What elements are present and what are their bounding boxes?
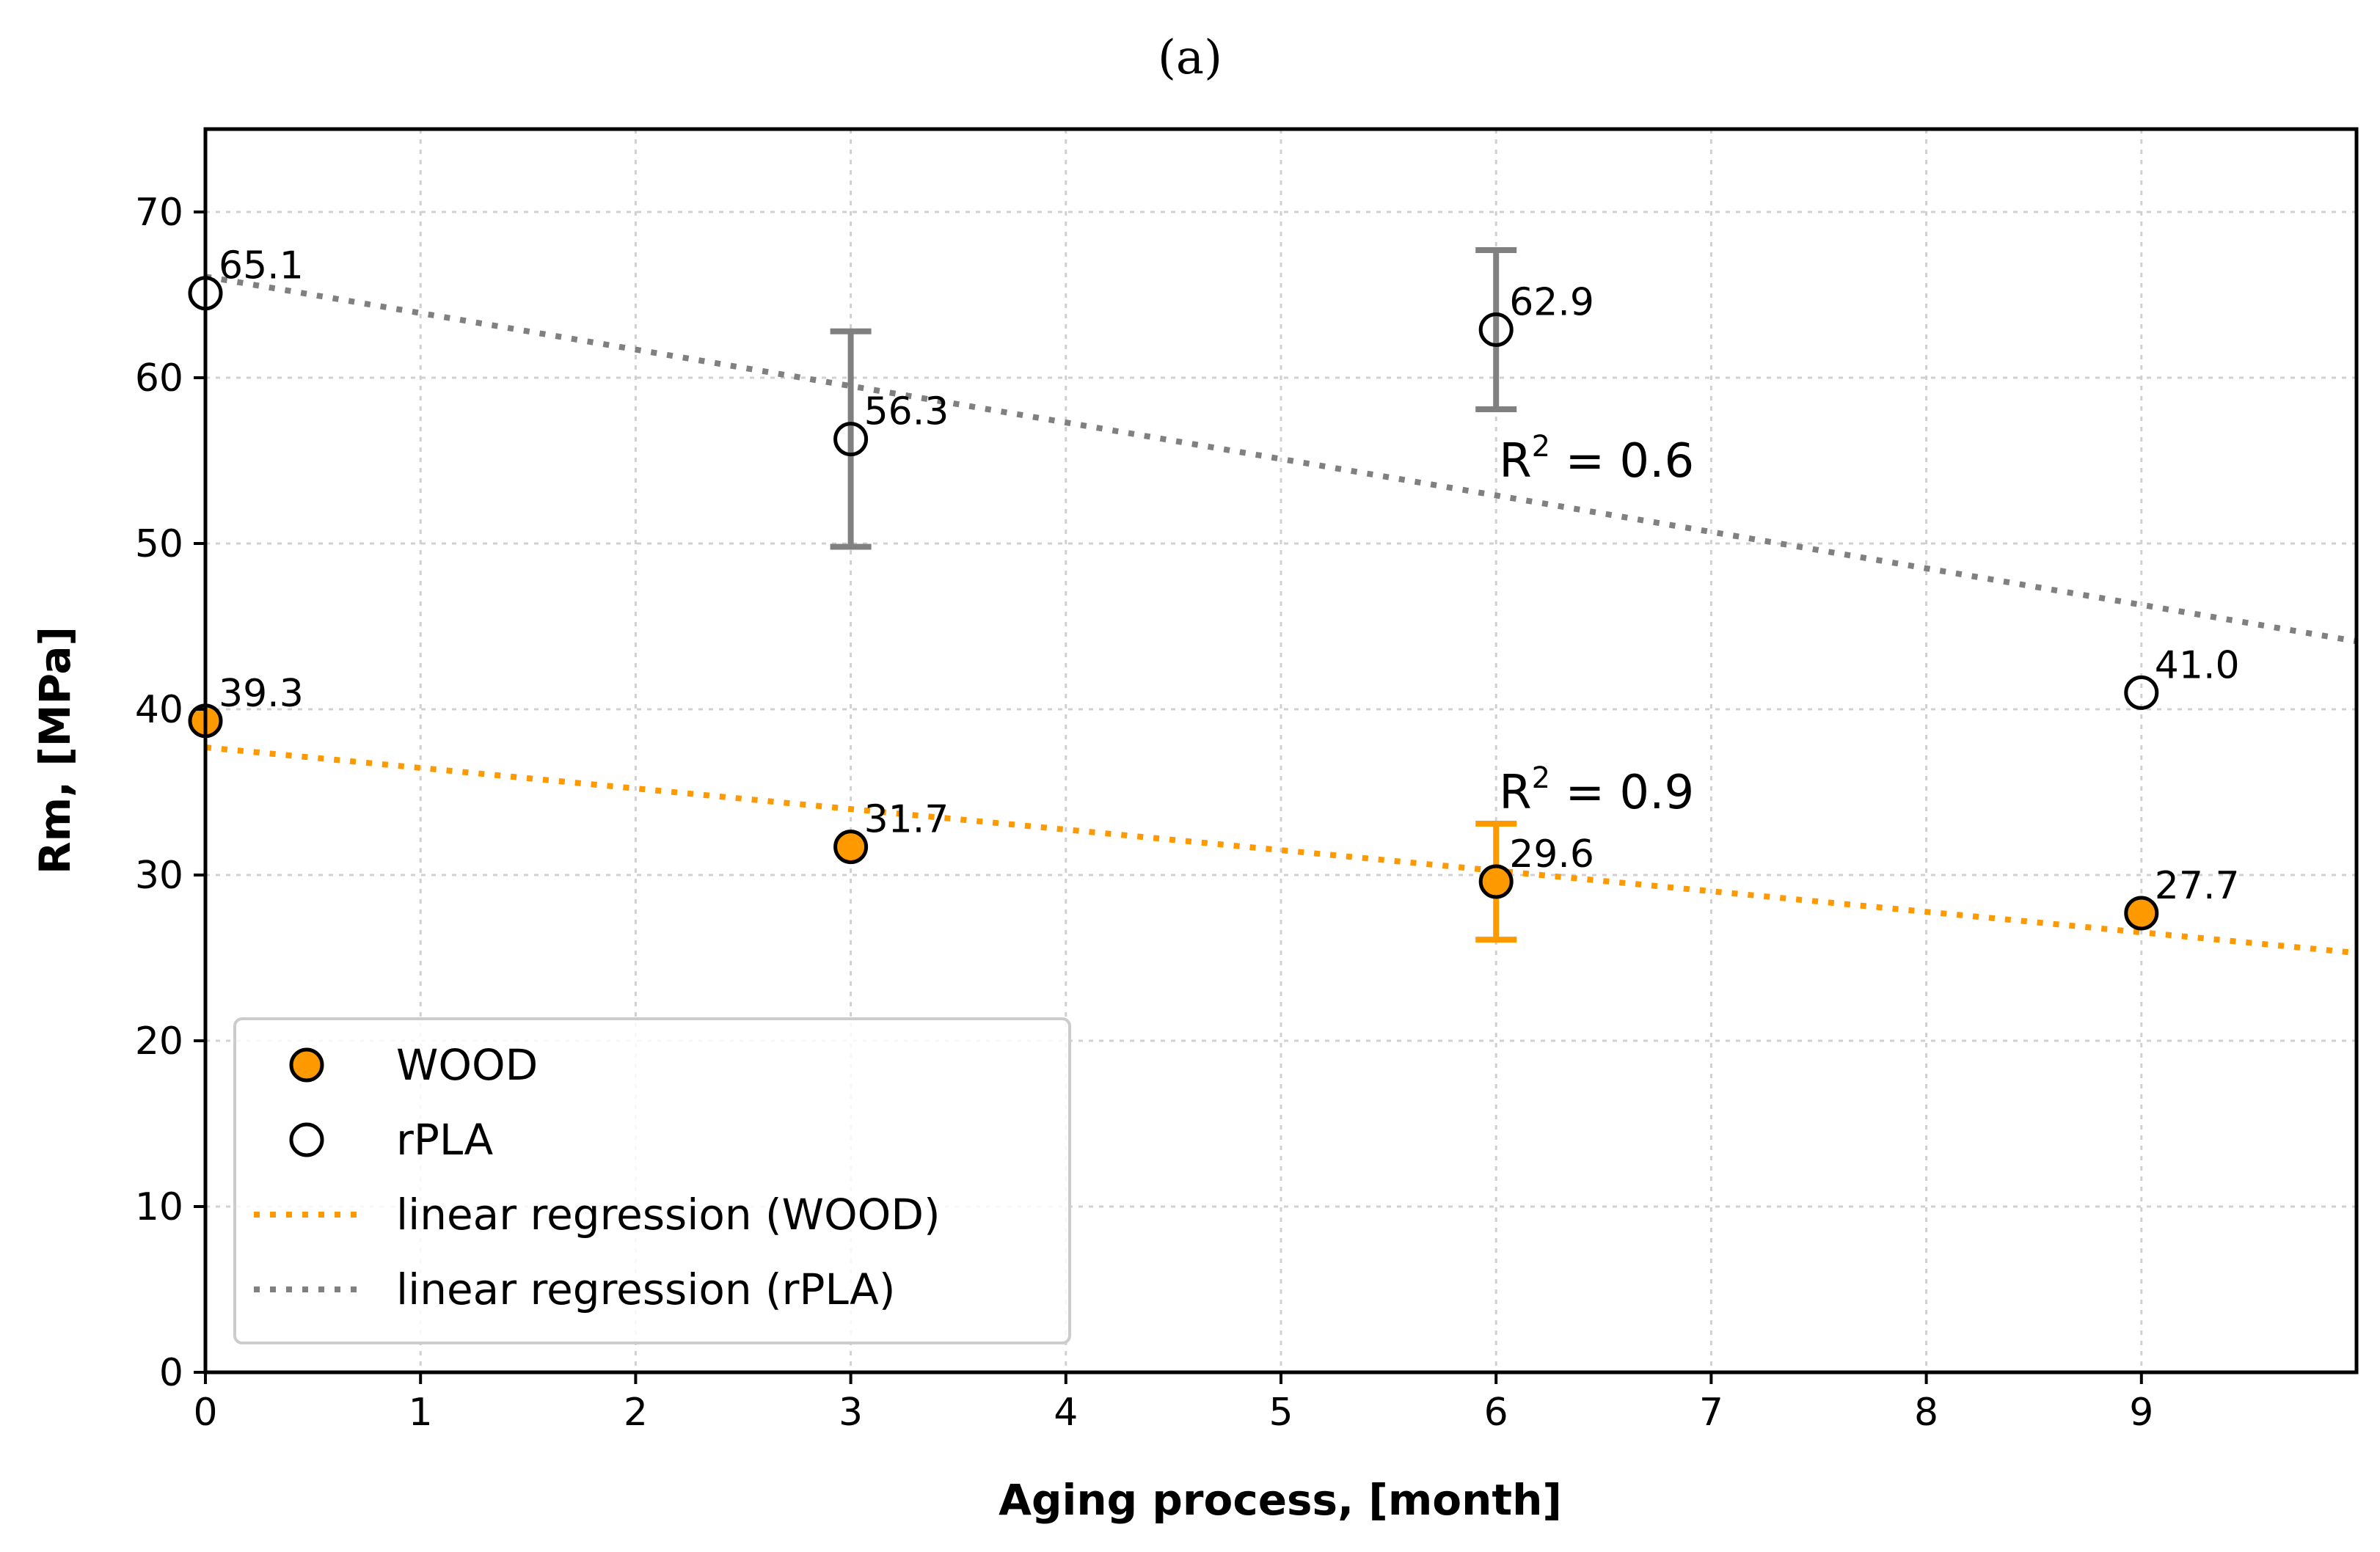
x-tick-label: 6 [1484,1391,1508,1435]
y-tick-label: 0 [159,1351,183,1395]
point-rpla [833,422,869,457]
y-axis-title: Rm, [MPa] [30,626,80,874]
panel-label: (a) [1158,31,1222,85]
x-axis-ticks: 0 1 2 3 4 5 6 7 8 9 [193,1372,2153,1435]
point-wood [1478,864,1514,899]
x-tick-label: 8 [1914,1391,1938,1435]
legend-label: linear regression (rPLA) [396,1264,895,1314]
data-label-rpla: 41.0 [2155,643,2240,687]
data-label-wood: 31.7 [864,798,949,842]
r2-label-wood: R2 = 0.9 [1499,761,1694,820]
y-tick-label: 40 [135,688,183,732]
x-tick-label: 4 [1054,1391,1078,1435]
y-tick-label: 20 [135,1020,183,1064]
point-wood [2124,896,2159,931]
point-wood [833,830,869,865]
x-tick-label: 7 [1699,1391,1723,1435]
data-label-rpla: 62.9 [1509,280,1594,324]
x-tick-label: 5 [1269,1391,1293,1435]
data-label-rpla: 56.3 [864,390,949,434]
legend-label: rPLA [396,1115,493,1165]
regression-line-wood [205,744,2357,956]
y-tick-label: 70 [135,191,183,235]
y-axis-ticks: 0 10 20 30 40 50 60 70 [135,191,205,1395]
data-label-rpla: 65.1 [219,244,304,288]
point-rpla [2124,675,2159,710]
regression-lines [205,274,2357,956]
legend-marker-rpla [289,1122,324,1157]
y-tick-label: 60 [135,356,183,400]
x-tick-label: 0 [193,1391,217,1435]
x-tick-label: 9 [2129,1391,2153,1435]
legend-label: WOOD [396,1040,538,1090]
data-label-wood: 27.7 [2155,864,2240,908]
point-rpla [1478,312,1514,347]
x-tick-label: 2 [624,1391,648,1435]
r2-label-rpla: R2 = 0.6 [1499,430,1694,488]
y-tick-label: 30 [135,854,183,898]
y-tick-label: 10 [135,1185,183,1229]
legend: WOOD rPLA linear regression (WOOD) linear r… [233,1017,1071,1344]
legend-marker-wood [289,1047,324,1083]
y-tick-label: 50 [135,522,183,566]
legend-label: linear regression (WOOD) [396,1190,941,1240]
x-axis-title: Aging process, [month] [999,1475,1562,1525]
data-label-wood: 29.6 [1509,832,1594,876]
x-tick-label: 3 [839,1391,863,1435]
r-squared-labels: R2 = 0.9 R2 = 0.6 [1499,430,1694,820]
data-labels: 39.3 31.7 29.6 27.7 65.1 56.3 62.9 41.0 [219,244,2240,908]
data-label-wood: 39.3 [219,672,304,716]
x-tick-label: 1 [409,1391,433,1435]
legend-box [233,1017,1071,1344]
data-points [188,276,2159,931]
